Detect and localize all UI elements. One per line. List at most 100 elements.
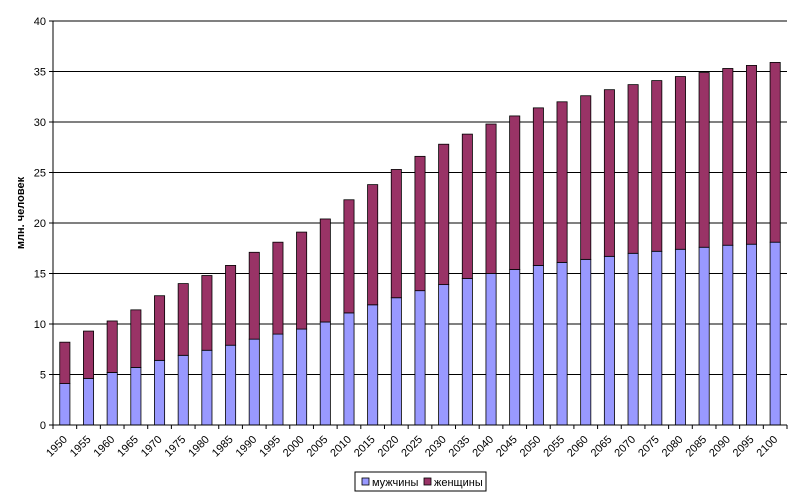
legend-swatch-men (361, 477, 370, 486)
bar-women-2025 (414, 155, 426, 292)
bar-women-2040 (485, 123, 497, 274)
bar-women-2070 (627, 84, 639, 254)
y-tick-label: 0 (40, 420, 46, 432)
x-tick-label: 2025 (399, 434, 425, 460)
bar-men-1975 (177, 354, 189, 426)
bar-men-2065 (603, 255, 615, 426)
legend: мужчины женщины (354, 471, 487, 492)
bar-men-2060 (580, 258, 592, 426)
bar-men-2025 (414, 290, 426, 426)
legend-box (354, 471, 487, 492)
bar-women-2075 (651, 80, 663, 252)
bar-men-2040 (485, 273, 497, 426)
bar-men-2075 (651, 250, 663, 426)
bar-women-2095 (745, 65, 757, 245)
legend-label-men: мужчины (372, 477, 418, 489)
bar-men-2030 (438, 284, 450, 426)
bar-men-2070 (627, 252, 639, 426)
x-tick-label: 2070 (612, 434, 638, 460)
bar-men-2045 (509, 269, 521, 426)
bar-men-2050 (532, 265, 544, 426)
x-tick-label: 2015 (352, 434, 378, 460)
x-tick-label: 2005 (305, 434, 331, 460)
y-tick-label: 15 (34, 269, 46, 281)
bar-women-2035 (461, 133, 473, 279)
bar-men-2015 (367, 304, 379, 426)
bar-women-2060 (580, 95, 592, 260)
x-tick-label: 1965 (115, 434, 141, 460)
x-tick-label: 1960 (92, 434, 118, 460)
bars (59, 62, 781, 426)
bar-women-2005 (319, 218, 331, 323)
bar-women-1985 (225, 265, 237, 346)
x-tick-label: 2055 (541, 434, 567, 460)
x-tick-label: 2010 (328, 434, 354, 460)
bar-women-2015 (367, 184, 379, 306)
legend-label-women: женщины (434, 477, 483, 489)
x-tick-label: 2075 (636, 434, 662, 460)
bar-women-2055 (556, 101, 568, 263)
x-tick-label: 2060 (565, 434, 591, 460)
bar-men-1980 (201, 349, 213, 426)
x-tick-label: 2030 (423, 434, 449, 460)
y-tick-label: 10 (34, 319, 46, 331)
bar-women-2090 (722, 68, 734, 246)
legend-swatch-women (423, 477, 432, 486)
bar-women-2050 (532, 107, 544, 266)
bar-men-1965 (130, 367, 142, 426)
axes (49, 20, 788, 429)
bar-men-1960 (106, 372, 118, 426)
bar-men-2055 (556, 261, 568, 426)
x-tick-label: 1990 (234, 434, 260, 460)
x-tick-label: 1955 (68, 434, 94, 460)
bar-men-2000 (296, 328, 308, 426)
bar-men-2035 (461, 278, 473, 426)
y-tick-label: 25 (34, 168, 46, 180)
bar-men-1985 (225, 344, 237, 426)
x-tick-label: 2050 (518, 434, 544, 460)
bar-women-2100 (769, 62, 781, 243)
x-tick-label: 2090 (707, 434, 733, 460)
x-tick-label: 2085 (683, 434, 709, 460)
bar-women-2010 (343, 199, 355, 314)
bar-women-2045 (509, 115, 521, 270)
bar-men-2100 (769, 241, 781, 426)
x-tick-label: 1970 (139, 434, 165, 460)
bar-men-2085 (698, 246, 710, 426)
x-tick-label: 2000 (281, 434, 307, 460)
y-tick-label: 40 (34, 16, 46, 28)
x-tick-label: 2065 (589, 434, 615, 460)
x-tick-label: 2040 (470, 434, 496, 460)
x-tick-label: 1950 (44, 434, 70, 460)
bar-men-1995 (272, 333, 284, 426)
bar-men-2010 (343, 312, 355, 426)
bar-women-1975 (177, 283, 189, 356)
bar-men-1990 (248, 338, 260, 426)
bar-men-2020 (390, 297, 402, 426)
bar-women-1990 (248, 251, 260, 340)
bar-women-1950 (59, 341, 71, 384)
x-tick-label: 1985 (210, 434, 236, 460)
y-tick-label: 35 (34, 67, 46, 79)
x-tick-label: 1995 (257, 434, 283, 460)
x-tick-label: 2095 (731, 434, 757, 460)
x-tick-label: 1980 (186, 434, 212, 460)
bar-men-1950 (59, 383, 71, 426)
bar-women-1970 (154, 295, 166, 361)
x-tick-label: 2080 (660, 434, 686, 460)
y-tick-label: 20 (34, 218, 46, 230)
tick-labels: 0510152025303540195019551960196519701975… (34, 16, 781, 459)
bar-women-2065 (603, 89, 615, 257)
x-tick-label: 2035 (447, 434, 473, 460)
x-tick-label: 2020 (376, 434, 402, 460)
bar-men-1955 (83, 378, 95, 426)
bar-women-1965 (130, 309, 142, 368)
bar-women-1995 (272, 241, 284, 335)
y-tick-label: 30 (34, 117, 46, 129)
bar-men-2005 (319, 321, 331, 426)
bar-men-2095 (745, 243, 757, 426)
bar-women-2085 (698, 72, 710, 248)
bar-women-2000 (296, 231, 308, 330)
